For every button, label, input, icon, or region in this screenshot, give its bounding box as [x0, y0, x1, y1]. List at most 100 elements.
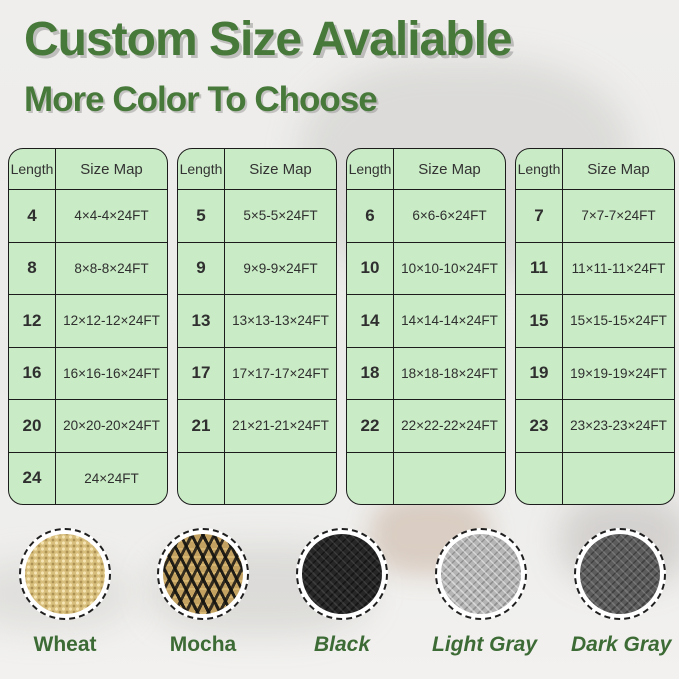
black-fabric-sample	[302, 534, 382, 614]
length-value: 7	[516, 190, 563, 242]
size-map-value: 4×4-4×24FT	[74, 208, 149, 224]
length-value: 8	[9, 242, 56, 294]
length-header: Length	[9, 149, 56, 189]
table-row: 10 10×10-10×24FT	[347, 241, 505, 294]
table-row: 9 9×9-9×24FT	[178, 241, 336, 294]
size-map-value: 6×6-6×24FT	[412, 208, 487, 224]
length-value: 18	[347, 347, 394, 399]
table-row: 7 7×7-7×24FT	[516, 189, 674, 242]
swatch-wheat: Wheat	[16, 528, 114, 657]
size-map-value: 11×11-11×24FT	[571, 260, 666, 276]
length-value: 17	[178, 347, 225, 399]
background-photo-haze	[370, 495, 490, 575]
table-row: 11 11×11-11×24FT	[516, 241, 674, 294]
swatch-label: Light Gray	[432, 633, 538, 656]
mocha-fabric-sample	[163, 534, 243, 614]
length-header: Length	[178, 149, 225, 189]
background-photo-haze	[560, 495, 679, 585]
table-row: 21 21×21-21×24FT	[178, 399, 336, 452]
table-header-row: Length Size Map	[516, 149, 674, 189]
length-value: 12	[9, 295, 56, 347]
size-map-value: 15×15-15×24FT	[570, 313, 667, 329]
swatch-circle	[435, 528, 527, 620]
size-map-header: Size Map	[80, 160, 143, 178]
length-value: 6	[347, 190, 394, 242]
size-map-value	[225, 453, 336, 505]
table-row-empty	[178, 451, 336, 505]
size-map-header: Size Map	[587, 160, 650, 178]
length-value: 22	[347, 400, 394, 452]
size-map-value	[563, 453, 674, 505]
table-header-row: Length Size Map	[9, 149, 167, 189]
size-map-value: 7×7-7×24FT	[581, 208, 656, 224]
table-row: 18 18×18-18×24FT	[347, 346, 505, 399]
swatch-circle	[296, 528, 388, 620]
table-row: 16 16×16-16×24FT	[9, 346, 167, 399]
table-row: 6 6×6-6×24FT	[347, 189, 505, 242]
table-row: 19 19×19-19×24FT	[516, 346, 674, 399]
table-row-empty	[347, 451, 505, 504]
table-row: 12 12×12-12×24FT	[9, 294, 167, 347]
background-photo-haze	[0, 560, 130, 630]
size-map-header: Size Map	[249, 160, 312, 178]
light-gray-fabric-sample	[441, 534, 521, 614]
size-table-4: Length Size Map 7 7×7-7×24FT 11 11×11-11…	[515, 148, 675, 505]
size-table-2: Length Size Map 5 5×5-5×24FT 9 9×9-9×24F…	[177, 148, 337, 505]
size-map-value: 12×12-12×24FT	[63, 313, 160, 329]
size-map-value: 21×21-21×24FT	[232, 418, 329, 434]
length-value: 24	[9, 452, 56, 504]
swatch-dark-gray: Dark Gray	[571, 528, 672, 657]
size-map-value: 16×16-16×24FT	[63, 365, 160, 381]
table-row: 20 20×20-20×24FT	[9, 399, 167, 452]
swatch-label: Black	[313, 633, 371, 656]
table-row: 13 13×13-13×24FT	[178, 294, 336, 347]
page-title: Custom Size Avaliable	[24, 13, 513, 66]
length-value: 13	[178, 295, 225, 347]
table-row: 22 22×22-22×24FT	[347, 399, 505, 452]
table-header-row: Length Size Map	[347, 149, 505, 189]
size-map-value: 19×19-19×24FT	[570, 365, 667, 381]
table-row: 23 23×23-23×24FT	[516, 399, 674, 452]
size-map-value: 5×5-5×24FT	[243, 208, 318, 224]
size-map-value: 9×9-9×24FT	[243, 260, 318, 276]
wheat-fabric-sample	[25, 534, 105, 614]
size-map-value: 23×23-23×24FT	[570, 418, 667, 434]
length-value: 16	[9, 347, 56, 399]
size-map-header: Size Map	[418, 160, 481, 178]
length-value: 19	[516, 347, 563, 399]
size-tables: Length Size Map 4 4×4-4×24FT 8 8×8-8×24F…	[8, 148, 675, 505]
swatch-label: Dark Gray	[571, 633, 672, 656]
table-row: 17 17×17-17×24FT	[178, 346, 336, 399]
size-map-value: 18×18-18×24FT	[401, 365, 498, 381]
size-table-1: Length Size Map 4 4×4-4×24FT 8 8×8-8×24F…	[8, 148, 168, 505]
table-row: 15 15×15-15×24FT	[516, 294, 674, 347]
length-value	[178, 452, 225, 504]
length-value: 23	[516, 400, 563, 452]
length-value: 9	[178, 242, 225, 294]
size-map-value: 13×13-13×24FT	[232, 313, 329, 329]
swatch-black: Black	[293, 528, 391, 657]
swatch-light-gray: Light Gray	[432, 528, 538, 657]
table-row: 24 24×24FT	[9, 451, 167, 504]
size-map-value: 17×17-17×24FT	[232, 365, 329, 381]
size-map-value: 10×10-10×24FT	[401, 260, 498, 276]
size-map-value: 24×24FT	[84, 470, 139, 486]
swatch-circle	[157, 528, 249, 620]
length-value	[516, 452, 563, 504]
length-value: 20	[9, 400, 56, 452]
size-map-value: 20×20-20×24FT	[63, 418, 160, 434]
table-row: 5 5×5-5×24FT	[178, 189, 336, 242]
background-photo-haze	[150, 545, 370, 635]
length-header: Length	[347, 149, 394, 189]
dark-gray-fabric-sample	[580, 534, 660, 614]
swatch-circle	[574, 528, 666, 620]
table-header-row: Length Size Map	[178, 149, 336, 189]
swatch-label: Mocha	[169, 633, 237, 656]
size-map-value: 22×22-22×24FT	[401, 418, 498, 434]
page-subtitle: More Color To Choose	[24, 80, 378, 119]
length-value: 5	[178, 190, 225, 242]
length-value	[347, 452, 394, 504]
size-table-3: Length Size Map 6 6×6-6×24FT 10 10×10-10…	[346, 148, 506, 505]
length-value: 21	[178, 400, 225, 452]
swatch-label: Wheat	[33, 633, 97, 656]
